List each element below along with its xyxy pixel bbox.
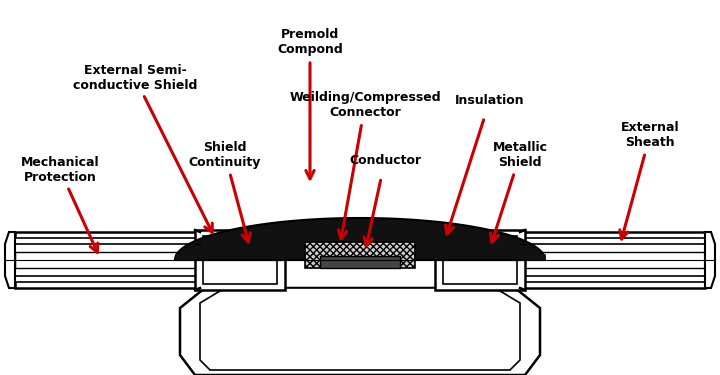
Bar xyxy=(439,240,521,260)
Bar xyxy=(15,238,200,282)
Bar xyxy=(520,238,705,282)
Text: Weilding/Compressed
Connector: Weilding/Compressed Connector xyxy=(289,91,441,119)
Bar xyxy=(320,256,400,268)
Polygon shape xyxy=(175,254,195,260)
Text: Conductor: Conductor xyxy=(349,153,421,166)
Bar xyxy=(435,230,525,290)
Bar xyxy=(203,236,277,284)
Bar xyxy=(15,244,200,276)
Polygon shape xyxy=(180,288,540,375)
Bar xyxy=(520,244,705,276)
Bar xyxy=(520,232,705,288)
Polygon shape xyxy=(705,232,715,288)
Text: Metallic
Shield: Metallic Shield xyxy=(492,141,547,169)
Bar xyxy=(520,252,705,268)
Polygon shape xyxy=(525,254,545,260)
Text: Mechanical
Protection: Mechanical Protection xyxy=(21,156,99,184)
Text: External
Sheath: External Sheath xyxy=(621,121,679,149)
Bar xyxy=(15,252,200,268)
Bar xyxy=(15,232,200,288)
Text: Insulation: Insulation xyxy=(455,93,525,106)
Text: External Semi-
conductive Shield: External Semi- conductive Shield xyxy=(73,64,197,92)
Bar xyxy=(443,236,517,284)
Polygon shape xyxy=(175,218,545,260)
Text: Premold
Compond: Premold Compond xyxy=(277,28,343,56)
Bar xyxy=(195,230,285,290)
Polygon shape xyxy=(5,232,15,288)
Polygon shape xyxy=(705,252,712,268)
Bar xyxy=(199,240,281,260)
Polygon shape xyxy=(8,252,15,268)
Bar xyxy=(305,242,415,268)
Text: Shield
Continuity: Shield Continuity xyxy=(189,141,261,169)
Polygon shape xyxy=(200,288,520,370)
